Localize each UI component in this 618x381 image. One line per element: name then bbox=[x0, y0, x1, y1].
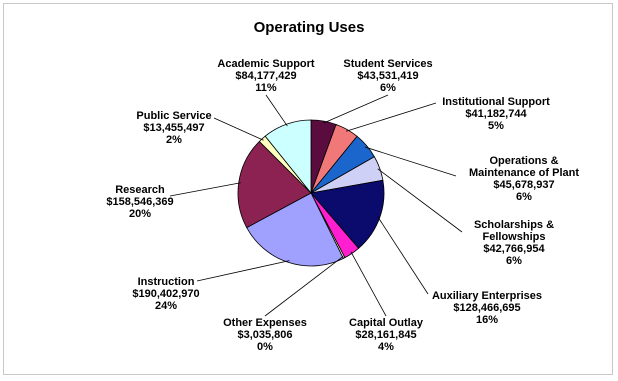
slice-label: Student Services $43,531,419 6% bbox=[343, 58, 432, 94]
leader-line bbox=[264, 255, 344, 317]
slice-label: Operations & Maintenance of Plant $45,678,… bbox=[469, 155, 579, 203]
slice-label: Research $158,546,369 20% bbox=[106, 184, 173, 220]
chart-title: Operating Uses bbox=[253, 19, 365, 36]
pie-slice bbox=[246, 192, 344, 267]
slice-label: Institutional Support $41,182,744 5% bbox=[442, 96, 550, 132]
leader-line bbox=[265, 94, 288, 127]
leader-line bbox=[323, 94, 389, 124]
leader-line bbox=[213, 117, 264, 141]
leader-line bbox=[350, 251, 387, 317]
slice-label: Capital Outlay $28,161,845 4% bbox=[349, 317, 424, 353]
pie-slice bbox=[237, 140, 312, 229]
leader-line bbox=[365, 146, 457, 177]
pie-slice bbox=[310, 179, 385, 249]
pie-slice bbox=[264, 119, 312, 195]
leader-line bbox=[377, 216, 429, 295]
slice-label: Public Service $13,455,497 2% bbox=[136, 110, 211, 146]
leader-line bbox=[377, 168, 463, 233]
slice-label: Scholarships & Fellowships $42,766,954 6% bbox=[474, 219, 554, 267]
slice-label: Instruction $190,402,970 24% bbox=[132, 276, 199, 312]
slice-label: Auxiliary Enterprises $128,466,695 16% bbox=[432, 290, 542, 326]
slice-label: Academic Support $84,177,429 11% bbox=[217, 58, 315, 94]
leader-line bbox=[169, 182, 241, 197]
slice-label: Other Expenses $3,035,806 0% bbox=[223, 317, 307, 353]
leader-line bbox=[196, 260, 290, 282]
leader-line bbox=[345, 102, 437, 132]
